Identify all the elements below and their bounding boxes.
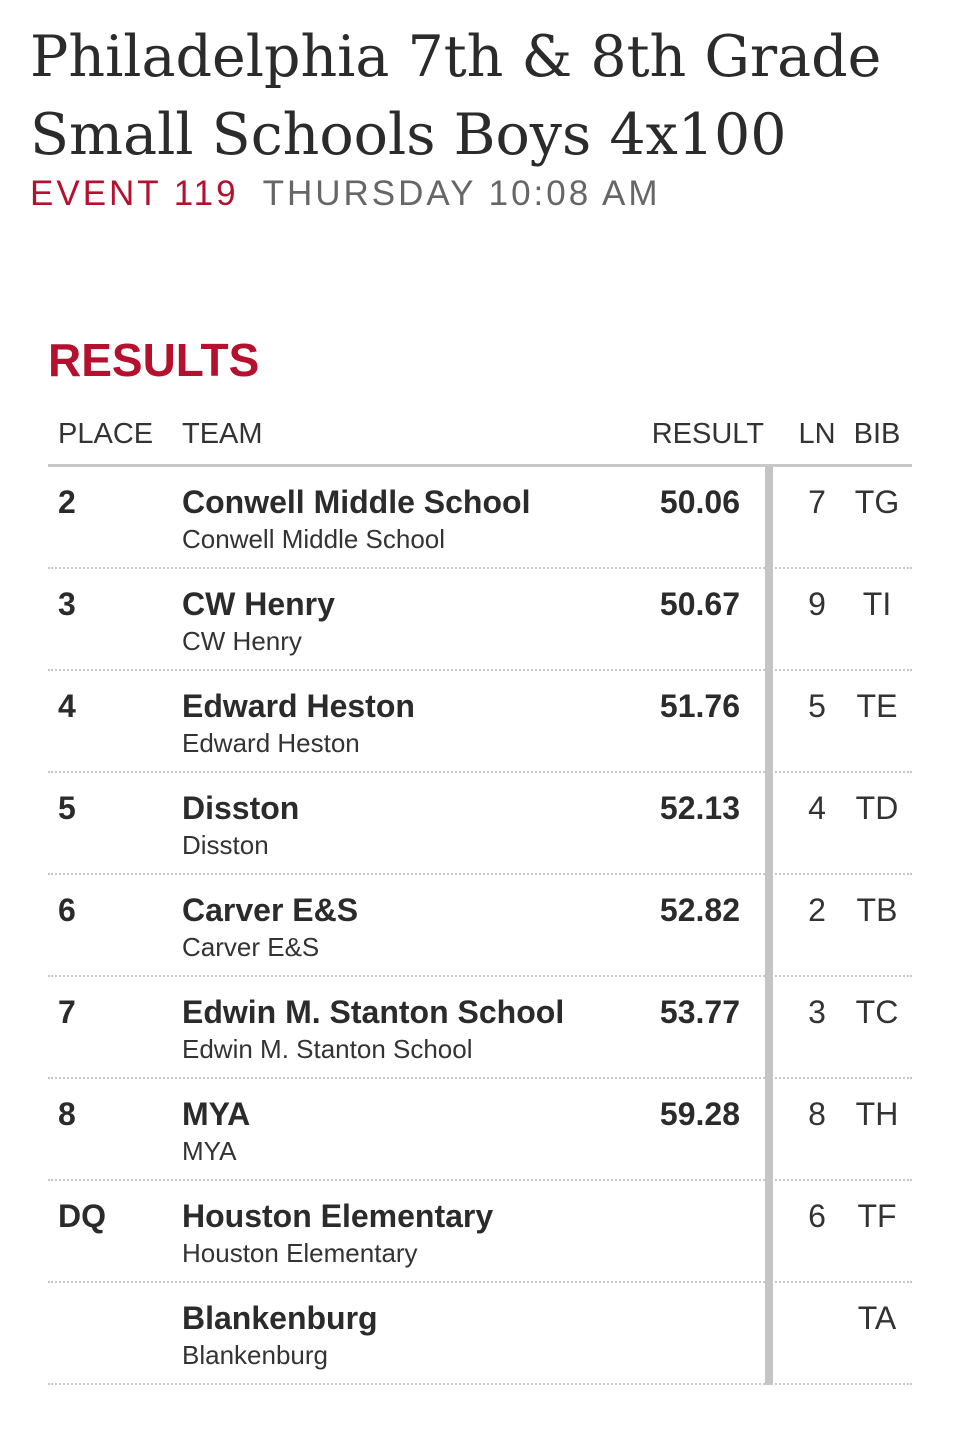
table-row[interactable]: 6 Carver E&S Carver E&S 52.82 2 TB bbox=[48, 875, 912, 977]
row-team-affiliation: Edwin M. Stanton School bbox=[182, 1034, 473, 1064]
table-row[interactable]: 4 Edward Heston Edward Heston 51.76 5 TE bbox=[48, 671, 912, 773]
row-bib: TI bbox=[862, 586, 892, 622]
column-header-lane: LN bbox=[798, 418, 836, 450]
row-bib: TE bbox=[856, 688, 898, 724]
row-team-name: Houston Elementary bbox=[182, 1198, 494, 1234]
row-bib: TA bbox=[857, 1300, 897, 1336]
row-team-affiliation: CW Henry bbox=[182, 626, 302, 656]
row-place: 8 bbox=[58, 1096, 76, 1132]
row-lane: 8 bbox=[808, 1096, 826, 1132]
row-result: 50.06 bbox=[659, 484, 740, 520]
column-header-place: PLACE bbox=[58, 418, 154, 450]
table-row[interactable]: 8 MYA MYA 59.28 8 TH bbox=[48, 1079, 912, 1181]
row-lane: 6 bbox=[808, 1198, 826, 1234]
row-lane: 7 bbox=[808, 484, 826, 520]
row-bib: TF bbox=[857, 1198, 897, 1234]
table-row[interactable]: 5 Disston Disston 52.13 4 TD bbox=[48, 773, 912, 875]
table-row[interactable]: 2 Conwell Middle School Conwell Middle S… bbox=[48, 467, 912, 569]
row-lane: 9 bbox=[808, 586, 826, 622]
row-bib: TB bbox=[856, 892, 898, 928]
row-team-name: Carver E&S bbox=[182, 892, 359, 928]
row-result: 50.67 bbox=[659, 586, 740, 622]
row-bib: TD bbox=[855, 790, 899, 826]
row-place: 3 bbox=[58, 586, 76, 622]
table-row[interactable]: Blankenburg Blankenburg TA bbox=[48, 1283, 912, 1385]
row-result: 59.28 bbox=[659, 1096, 740, 1132]
row-team-name: Disston bbox=[182, 790, 300, 826]
row-team-affiliation: Carver E&S bbox=[182, 932, 320, 962]
row-lane: 3 bbox=[808, 994, 826, 1030]
row-result: 53.77 bbox=[659, 994, 740, 1030]
column-header-bib: BIB bbox=[853, 418, 901, 450]
table-header: PLACE TEAM RESULT LN BIB bbox=[48, 408, 912, 467]
row-team-name: Edwin M. Stanton School bbox=[182, 994, 565, 1030]
row-lane: 4 bbox=[808, 790, 826, 826]
row-bib: TG bbox=[854, 484, 900, 520]
row-place: 7 bbox=[58, 994, 76, 1030]
row-place: DQ bbox=[58, 1198, 106, 1234]
row-bib: TH bbox=[855, 1096, 899, 1132]
row-result: 52.13 bbox=[659, 790, 740, 826]
row-team-name: MYA bbox=[182, 1096, 251, 1132]
row-result: 52.82 bbox=[659, 892, 740, 928]
results-table: PLACE TEAM RESULT LN BIB 2 Conwell Middl… bbox=[48, 408, 912, 1385]
row-bib: TC bbox=[855, 994, 899, 1030]
row-team-affiliation: MYA bbox=[182, 1136, 237, 1166]
row-team-affiliation: Blankenburg bbox=[182, 1340, 328, 1370]
table-row[interactable]: DQ Houston Elementary Houston Elementary… bbox=[48, 1181, 912, 1283]
column-divider bbox=[765, 467, 773, 1385]
row-place: 5 bbox=[58, 790, 76, 826]
row-place: 2 bbox=[58, 484, 76, 520]
row-place: 6 bbox=[58, 892, 76, 928]
table-row[interactable]: 3 CW Henry CW Henry 50.67 9 TI bbox=[48, 569, 912, 671]
event-time: THURSDAY 10:08 AM bbox=[262, 174, 661, 213]
event-number: EVENT 119 bbox=[30, 174, 239, 213]
row-team-name: Conwell Middle School bbox=[182, 484, 531, 520]
row-team-name: Blankenburg bbox=[182, 1300, 378, 1336]
row-team-affiliation: Edward Heston bbox=[182, 728, 360, 758]
row-team-affiliation: Conwell Middle School bbox=[182, 524, 446, 554]
column-header-team: TEAM bbox=[182, 418, 263, 450]
event-title: Philadelphia 7th & 8th Grade Small Schoo… bbox=[30, 24, 882, 168]
table-body: 2 Conwell Middle School Conwell Middle S… bbox=[48, 467, 912, 1385]
results-heading: RESULTS bbox=[48, 334, 260, 386]
row-team-name: Edward Heston bbox=[182, 688, 415, 724]
row-result: 51.76 bbox=[659, 688, 740, 724]
row-lane: 2 bbox=[808, 892, 826, 928]
row-team-affiliation: Disston bbox=[182, 830, 269, 860]
column-header-result: RESULT bbox=[651, 418, 764, 450]
table-row[interactable]: 7 Edwin M. Stanton School Edwin M. Stant… bbox=[48, 977, 912, 1079]
event-meta: EVENT 119 THURSDAY 10:08 AM bbox=[30, 172, 660, 216]
row-team-affiliation: Houston Elementary bbox=[182, 1238, 418, 1268]
row-place: 4 bbox=[58, 688, 76, 724]
row-team-name: CW Henry bbox=[182, 586, 335, 622]
row-lane: 5 bbox=[808, 688, 826, 724]
